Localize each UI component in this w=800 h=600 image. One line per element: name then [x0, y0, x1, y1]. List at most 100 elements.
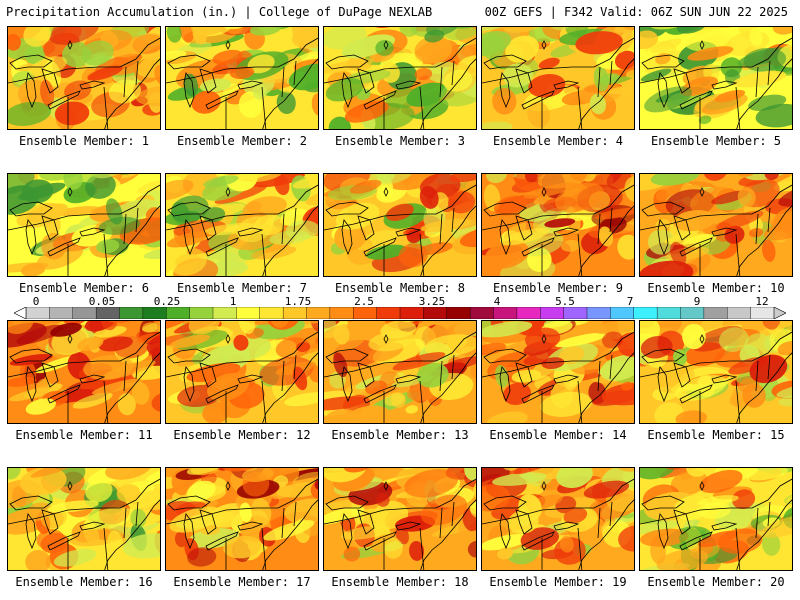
ensemble-panel-7[interactable]	[165, 173, 319, 277]
colorbar-bin	[516, 307, 541, 319]
colorbar-bin	[49, 307, 74, 319]
ensemble-panel-11[interactable]	[7, 320, 161, 424]
member-label-5: Ensemble Member: 5	[650, 134, 782, 148]
colorbar-bin	[353, 307, 378, 319]
precip-field-map	[482, 174, 634, 276]
member-label-3: Ensemble Member: 3	[334, 134, 466, 148]
colorbar-bin	[633, 307, 658, 319]
colorbar-bin	[540, 307, 565, 319]
ensemble-panel-16[interactable]	[7, 467, 161, 571]
precip-field-map	[482, 468, 634, 570]
ensemble-panel-5[interactable]	[639, 26, 793, 130]
member-label-10: Ensemble Member: 10	[647, 281, 785, 295]
colorbar-min-arrow	[14, 307, 27, 319]
colorbar-tick-label: 0.05	[88, 295, 116, 308]
ensemble-panel-9[interactable]	[481, 173, 635, 277]
precip-field-map	[8, 27, 160, 129]
run-info: 00Z GEFS | F342 Valid: 06Z SUN JUN 22 20…	[484, 5, 788, 19]
precip-field-map	[8, 468, 160, 570]
colorbar-bin	[25, 307, 50, 319]
precip-field-map	[8, 174, 160, 276]
colorbar-bin	[610, 307, 635, 319]
colorbar-bin	[236, 307, 261, 319]
colorbar-bin	[750, 307, 775, 319]
colorbar-tick-label: 7	[626, 295, 634, 308]
colorbar-tick-label: 12	[755, 295, 769, 308]
member-label-11: Ensemble Member: 11	[15, 428, 153, 442]
colorbar-bin	[259, 307, 284, 319]
ensemble-panel-19[interactable]	[481, 467, 635, 571]
colorbar-bin	[329, 307, 354, 319]
ensemble-panel-10[interactable]	[639, 173, 793, 277]
member-label-2: Ensemble Member: 2	[176, 134, 308, 148]
member-label-1: Ensemble Member: 1	[18, 134, 150, 148]
precip-field-map	[324, 27, 476, 129]
precip-field-map	[324, 321, 476, 423]
precip-field-map	[640, 27, 792, 129]
member-label-17: Ensemble Member: 17	[173, 575, 311, 589]
precip-field-map	[482, 27, 634, 129]
colorbar-tick-label: 1.75	[284, 295, 312, 308]
colorbar-tick-label: 3.25	[418, 295, 446, 308]
colorbar-bin	[423, 307, 448, 319]
colorbar-tick-label: 0.25	[153, 295, 181, 308]
member-label-20: Ensemble Member: 20	[647, 575, 785, 589]
colorbar-max-arrow	[773, 307, 786, 319]
colorbar-bin	[727, 307, 752, 319]
colorbar-bin	[446, 307, 471, 319]
colorbar-bin	[563, 307, 588, 319]
ensemble-panel-20[interactable]	[639, 467, 793, 571]
ensemble-panel-13[interactable]	[323, 320, 477, 424]
ensemble-panel-14[interactable]	[481, 320, 635, 424]
colorbar-bin	[189, 307, 214, 319]
ensemble-panel-4[interactable]	[481, 26, 635, 130]
colorbar-bin	[656, 307, 682, 319]
ensemble-panel-8[interactable]	[323, 173, 477, 277]
precip-field-map	[166, 27, 318, 129]
colorbar-tick-label: 4	[493, 295, 501, 308]
colorbar-bin	[680, 307, 705, 319]
colorbar-bin	[142, 307, 167, 319]
ensemble-panel-18[interactable]	[323, 467, 477, 571]
member-label-4: Ensemble Member: 4	[492, 134, 624, 148]
member-label-13: Ensemble Member: 13	[331, 428, 469, 442]
ensemble-panel-3[interactable]	[323, 26, 477, 130]
member-label-14: Ensemble Member: 14	[489, 428, 627, 442]
member-label-6: Ensemble Member: 6	[18, 281, 150, 295]
ensemble-panel-12[interactable]	[165, 320, 319, 424]
member-label-16: Ensemble Member: 16	[15, 575, 153, 589]
precip-field-map	[324, 468, 476, 570]
precip-field-map	[166, 174, 318, 276]
member-label-8: Ensemble Member: 8	[334, 281, 466, 295]
colorbar-bin	[376, 307, 401, 319]
precip-field-map	[482, 321, 634, 423]
colorbar-bin	[703, 307, 728, 319]
member-label-15: Ensemble Member: 15	[647, 428, 785, 442]
colorbar	[14, 307, 786, 319]
ensemble-panel-15[interactable]	[639, 320, 793, 424]
precip-field-map	[640, 174, 792, 276]
colorbar-bin	[306, 307, 331, 319]
ensemble-panel-1[interactable]	[7, 26, 161, 130]
precip-field-map	[8, 321, 160, 423]
ensemble-panel-6[interactable]	[7, 173, 161, 277]
colorbar-tick-label: 5.5	[555, 295, 575, 308]
ensemble-panel-2[interactable]	[165, 26, 319, 130]
colorbar-bin	[399, 307, 424, 319]
colorbar-tick-label: 0	[32, 295, 40, 308]
colorbar-bin	[469, 307, 495, 319]
page-title: Precipitation Accumulation (in.) | Colle…	[6, 5, 433, 19]
colorbar-bin	[586, 307, 611, 319]
member-label-18: Ensemble Member: 18	[331, 575, 469, 589]
member-label-19: Ensemble Member: 19	[489, 575, 627, 589]
member-label-12: Ensemble Member: 12	[173, 428, 311, 442]
colorbar-bin	[72, 307, 97, 319]
colorbar-bin	[119, 307, 144, 319]
precip-field-map	[166, 321, 318, 423]
precip-field-map	[640, 321, 792, 423]
colorbar-bin	[95, 307, 121, 319]
ensemble-panel-17[interactable]	[165, 467, 319, 571]
colorbar-bin	[282, 307, 308, 319]
member-label-7: Ensemble Member: 7	[176, 281, 308, 295]
member-label-9: Ensemble Member: 9	[492, 281, 624, 295]
